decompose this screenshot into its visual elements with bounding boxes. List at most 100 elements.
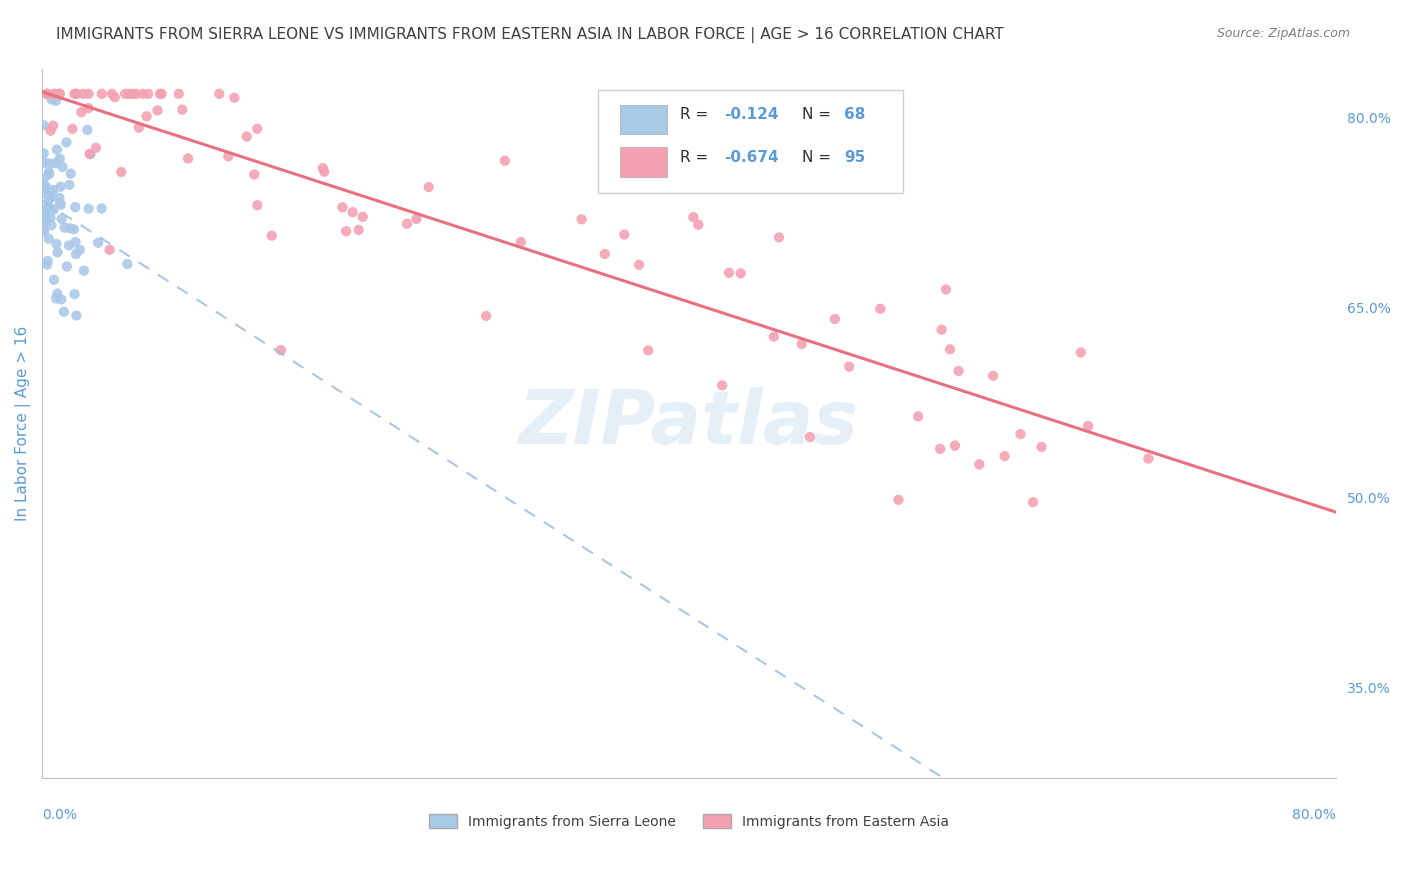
Point: [593, 247, 616, 261]
Point: [799, 430, 821, 444]
Point: [32, 186, 55, 201]
Point: [65, 235, 87, 249]
Point: [65, 87, 87, 101]
Legend: Immigrants from Sierra Leone, Immigrants from Eastern Asia: Immigrants from Sierra Leone, Immigrants…: [423, 808, 955, 834]
Point: [63, 222, 86, 236]
Point: [224, 91, 246, 105]
Point: [838, 359, 860, 374]
Point: [90, 202, 112, 216]
Text: -0.124: -0.124: [724, 107, 779, 122]
Text: N =: N =: [801, 107, 831, 122]
Point: [55, 136, 77, 150]
Point: [824, 312, 846, 326]
Point: [34, 155, 56, 169]
Point: [939, 343, 962, 357]
Point: [73, 264, 96, 278]
Point: [717, 266, 740, 280]
Point: [59, 221, 82, 235]
Point: [84, 141, 107, 155]
Text: 65.0%: 65.0%: [1347, 302, 1391, 316]
Point: [246, 198, 269, 212]
Point: [35, 258, 58, 272]
Point: [35, 87, 58, 101]
Text: N =: N =: [801, 150, 831, 165]
Text: ZIPatlas: ZIPatlas: [519, 386, 859, 459]
Text: 50.0%: 50.0%: [1347, 492, 1391, 506]
Text: -0.674: -0.674: [724, 150, 779, 165]
Point: [42, 119, 65, 133]
Point: [1137, 451, 1160, 466]
Point: [38, 232, 60, 246]
Point: [32, 225, 55, 239]
Point: [887, 492, 910, 507]
Point: [56, 260, 79, 274]
Point: [730, 266, 752, 280]
Point: [63, 87, 86, 101]
Point: [77, 101, 100, 115]
Text: 80.0%: 80.0%: [1292, 808, 1336, 822]
Point: [136, 87, 159, 101]
Point: [41, 93, 63, 107]
Point: [994, 449, 1017, 463]
Point: [217, 149, 239, 163]
Point: [246, 121, 269, 136]
Point: [39, 202, 62, 216]
Point: [104, 90, 127, 104]
Point: [981, 368, 1004, 383]
Point: [45, 292, 67, 306]
Point: [146, 103, 169, 118]
Text: 68: 68: [845, 107, 866, 122]
Point: [1070, 345, 1092, 359]
Point: [711, 378, 734, 392]
Point: [969, 458, 991, 472]
Point: [38, 167, 60, 181]
Point: [35, 201, 58, 215]
Point: [45, 94, 67, 108]
Point: [49, 198, 72, 212]
Text: R =: R =: [681, 107, 709, 122]
Point: [90, 87, 112, 101]
Point: [172, 103, 194, 117]
Point: [335, 224, 357, 238]
Point: [44, 156, 66, 170]
Point: [63, 287, 86, 301]
Text: IMMIGRANTS FROM SIERRA LEONE VS IMMIGRANTS FROM EASTERN ASIA IN LABOR FORCE | AG: IMMIGRANTS FROM SIERRA LEONE VS IMMIGRAN…: [56, 27, 1004, 43]
Point: [77, 87, 100, 101]
Point: [931, 323, 953, 337]
Point: [42, 273, 65, 287]
Point: [352, 210, 374, 224]
Point: [51, 293, 73, 307]
Point: [39, 191, 62, 205]
Point: [1022, 495, 1045, 509]
Point: [48, 87, 70, 101]
Bar: [620, 147, 666, 177]
Point: [628, 258, 651, 272]
Point: [42, 202, 65, 217]
Point: [332, 200, 354, 214]
Point: [76, 123, 98, 137]
Point: [929, 442, 952, 456]
Point: [58, 178, 80, 192]
Point: [347, 223, 370, 237]
Point: [52, 305, 75, 319]
Point: [51, 211, 73, 226]
Point: [35, 211, 58, 225]
Point: [243, 168, 266, 182]
Point: [101, 87, 124, 101]
Point: [79, 147, 101, 161]
Point: [117, 257, 139, 271]
Text: R =: R =: [681, 150, 709, 165]
Point: [69, 243, 91, 257]
Point: [35, 87, 58, 101]
Point: [613, 227, 636, 242]
Point: [44, 87, 66, 101]
Point: [314, 165, 336, 179]
Point: [49, 152, 72, 166]
Point: [72, 87, 94, 101]
Point: [790, 337, 813, 351]
Point: [132, 87, 155, 101]
Point: [125, 87, 148, 101]
Point: [128, 120, 150, 135]
Point: [49, 195, 72, 210]
Point: [110, 165, 132, 179]
